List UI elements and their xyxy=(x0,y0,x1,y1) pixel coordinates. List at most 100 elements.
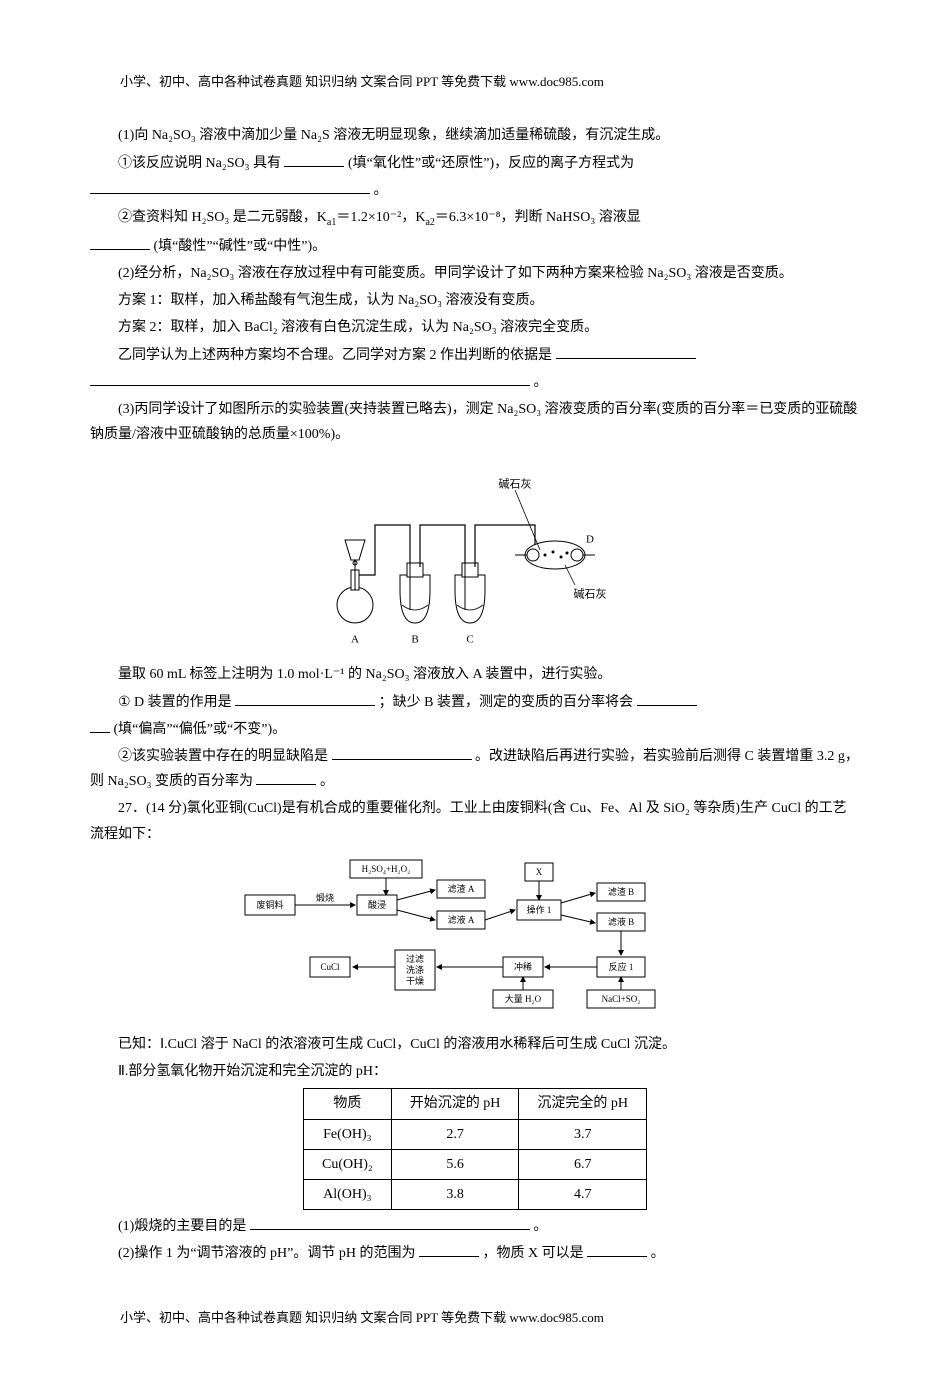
flow-filter-3: 干燥 xyxy=(406,976,424,986)
flow-diagram: H₂SO₄+H₂O₂ 废铜料 煅烧 酸浸 滤渣 A 滤液 A X 操作 1 滤渣… xyxy=(90,855,860,1024)
blank xyxy=(284,152,344,167)
flow-acid-top: H₂SO₄+H₂O₂ xyxy=(362,864,411,874)
paragraph-14: Ⅱ.部分氢氧化物开始沉淀和完全沉淀的 pH： xyxy=(90,1059,860,1084)
flow-X: X xyxy=(536,867,543,877)
paragraph-2: ①该反应说明 Na₂SO₃ 具有 (填“氧化性”或“还原性”)，反应的离子方程式… xyxy=(90,151,860,176)
paragraph-10: ① D 装置的作用是 ；缺少 B 装置，测定的变质的百分率将会 xyxy=(90,690,860,715)
text: ① D 装置的作用是 xyxy=(118,695,232,710)
subscript: a1 xyxy=(327,217,336,228)
blank xyxy=(90,235,150,250)
paragraph-12: 27．(14 分)氯化亚铜(CuCl)是有机合成的重要催化剂。工业上由废铜料(含… xyxy=(90,796,860,846)
paragraph-13: 已知：Ⅰ.CuCl 溶于 NaCl 的浓溶液可生成 CuCl，CuCl 的溶液用… xyxy=(90,1032,860,1057)
flow-liquidB: 滤液 B xyxy=(608,916,634,927)
blank xyxy=(637,691,697,706)
table-cell: Cu(OH)₂ xyxy=(303,1149,391,1179)
flow-acid: 酸浸 xyxy=(368,900,386,910)
paragraph-9: 量取 60 mL 标签上注明为 1.0 mol·L⁻¹ 的 Na₂SO₃ 溶液放… xyxy=(90,662,860,687)
text: (填“偏高”“偏低”或“不变”)。 xyxy=(114,722,287,737)
blank xyxy=(90,718,110,733)
flow-filter-1: 过滤 xyxy=(406,953,424,964)
flow-nacl: NaCl+SO₂ xyxy=(602,994,641,1004)
table-cell: 6.7 xyxy=(519,1149,647,1179)
label-top: 碱石灰 xyxy=(499,477,532,491)
flow-water: 大量 H₂O xyxy=(505,993,542,1004)
paragraph-5: 方案 1：取样，加入稀盐酸有气泡生成，认为 Na₂SO₃ 溶液没有变质。 xyxy=(90,288,860,313)
label-A: A xyxy=(351,634,359,645)
table-header-row: 物质 开始沉淀的 pH 沉淀完全的 pH xyxy=(303,1089,646,1119)
flow-op1: 操作 1 xyxy=(527,904,552,915)
blank xyxy=(256,770,316,785)
paragraph-8: (3)丙同学设计了如图所示的实验装置(夹持装置已略去)，测定 Na₂SO₃ 溶液… xyxy=(90,397,860,447)
table-cell: 5.6 xyxy=(391,1149,519,1179)
text: ，物质 X 可以是 xyxy=(482,1246,583,1261)
flow-roast: 煅烧 xyxy=(316,892,334,903)
paragraph-1: (1)向 Na₂SO₃ 溶液中滴加少量 Na₂S 溶液无明显现象，继续滴加适量稀… xyxy=(90,123,860,148)
flow-react1: 反应 1 xyxy=(609,961,634,972)
text: 。 xyxy=(534,375,548,390)
blank xyxy=(90,179,370,194)
flow-dilute: 冲稀 xyxy=(514,961,532,972)
text: ；缺少 B 装置，测定的变质的百分率将会 xyxy=(379,695,633,710)
label-B: B xyxy=(411,634,418,645)
table-header: 开始沉淀的 pH xyxy=(391,1089,519,1119)
text: 乙同学认为上述两种方案均不合理。乙同学对方案 2 作出判断的依据是 xyxy=(118,348,552,363)
blank xyxy=(250,1215,530,1230)
apparatus-svg: 碱石灰 D 碱石灰 A B C xyxy=(315,455,635,645)
blank xyxy=(556,344,696,359)
flow-liquidA: 滤液 A xyxy=(448,914,475,925)
paragraph-15: (1)煅烧的主要目的是 。 xyxy=(90,1214,860,1239)
text: (填“酸性”“碱性”或“中性”)。 xyxy=(154,239,327,254)
text: (2)操作 1 为“调节溶液的 pH”。调节 pH 的范围为 xyxy=(118,1246,415,1261)
paragraph-3-line2: (填“酸性”“碱性”或“中性”)。 xyxy=(90,234,860,259)
table-cell: 3.8 xyxy=(391,1179,519,1209)
ph-table: 物质 开始沉淀的 pH 沉淀完全的 pH Fe(OH)₃ 2.7 3.7 Cu(… xyxy=(303,1088,647,1210)
text: (填“氧化性”或“还原性”)，反应的离子方程式为 xyxy=(348,156,634,171)
table-row: Fe(OH)₃ 2.7 3.7 xyxy=(303,1119,646,1149)
blank xyxy=(587,1242,647,1257)
label-D: D xyxy=(586,534,594,546)
blank xyxy=(90,371,530,386)
paragraph-6: 方案 2：取样，加入 BaCl₂ 溶液有白色沉淀生成，认为 Na₂SO₃ 溶液完… xyxy=(90,315,860,340)
table-header: 沉淀完全的 pH xyxy=(519,1089,647,1119)
text: ＝6.3×10⁻⁸，判断 NaHSO₃ 溶液显 xyxy=(435,210,641,225)
paragraph-7-line2: 。 xyxy=(90,370,860,395)
table-cell: 2.7 xyxy=(391,1119,519,1149)
text: ②该实验装置中存在的明显缺陷是 xyxy=(118,749,328,764)
table-row: Cu(OH)₂ 5.6 6.7 xyxy=(303,1149,646,1179)
paragraph-11: ②该实验装置中存在的明显缺陷是 。改进缺陷后再进行实验，若实验前后测得 C 装置… xyxy=(90,744,860,794)
text: 。 xyxy=(374,183,388,198)
table-cell: 3.7 xyxy=(519,1119,647,1149)
table-row: Al(OH)₃ 3.8 4.7 xyxy=(303,1179,646,1209)
text: 。 xyxy=(651,1246,665,1261)
paragraph-16: (2)操作 1 为“调节溶液的 pH”。调节 pH 的范围为 ，物质 X 可以是… xyxy=(90,1241,860,1266)
paragraph-10-line2: (填“偏高”“偏低”或“不变”)。 xyxy=(90,717,860,742)
text: 。 xyxy=(320,774,334,789)
flow-waste: 废铜料 xyxy=(256,899,283,910)
table-cell: 4.7 xyxy=(519,1179,647,1209)
subscript: a2 xyxy=(425,217,434,228)
text: ①该反应说明 Na₂SO₃ 具有 xyxy=(118,156,281,171)
apparatus-diagram: 碱石灰 D 碱石灰 A B C xyxy=(90,455,860,654)
label-right: 碱石灰 xyxy=(574,587,607,601)
text: (1)煅烧的主要目的是 xyxy=(118,1219,246,1234)
flow-svg: H₂SO₄+H₂O₂ 废铜料 煅烧 酸浸 滤渣 A 滤液 A X 操作 1 滤渣… xyxy=(235,855,715,1015)
table-cell: Fe(OH)₃ xyxy=(303,1119,391,1149)
paragraph-2-line2: 。 xyxy=(90,178,860,203)
blank xyxy=(419,1242,479,1257)
flow-cucl: CuCl xyxy=(320,962,340,972)
flow-residueB: 滤渣 B xyxy=(608,886,634,897)
text: 。 xyxy=(533,1219,547,1234)
paragraph-7: 乙同学认为上述两种方案均不合理。乙同学对方案 2 作出判断的依据是 xyxy=(90,343,860,368)
flow-filter-2: 洗涤 xyxy=(406,964,424,975)
text: ②查资料知 H₂SO₃ 是二元弱酸，K xyxy=(118,210,327,225)
table-cell: Al(OH)₃ xyxy=(303,1179,391,1209)
blank xyxy=(235,691,375,706)
table-header: 物质 xyxy=(303,1089,391,1119)
page-footer: 小学、初中、高中各种试卷真题 知识归纳 文案合同 PPT 等免费下载 www.d… xyxy=(90,1306,860,1329)
blank xyxy=(332,745,472,760)
flow-residueA: 滤渣 A xyxy=(448,883,475,894)
page-header: 小学、初中、高中各种试卷真题 知识归纳 文案合同 PPT 等免费下载 www.d… xyxy=(90,70,860,93)
paragraph-4: (2)经分析，Na₂SO₃ 溶液在存放过程中有可能变质。甲同学设计了如下两种方案… xyxy=(90,261,860,286)
label-C: C xyxy=(466,634,473,645)
text: ＝1.2×10⁻²，K xyxy=(336,210,425,225)
